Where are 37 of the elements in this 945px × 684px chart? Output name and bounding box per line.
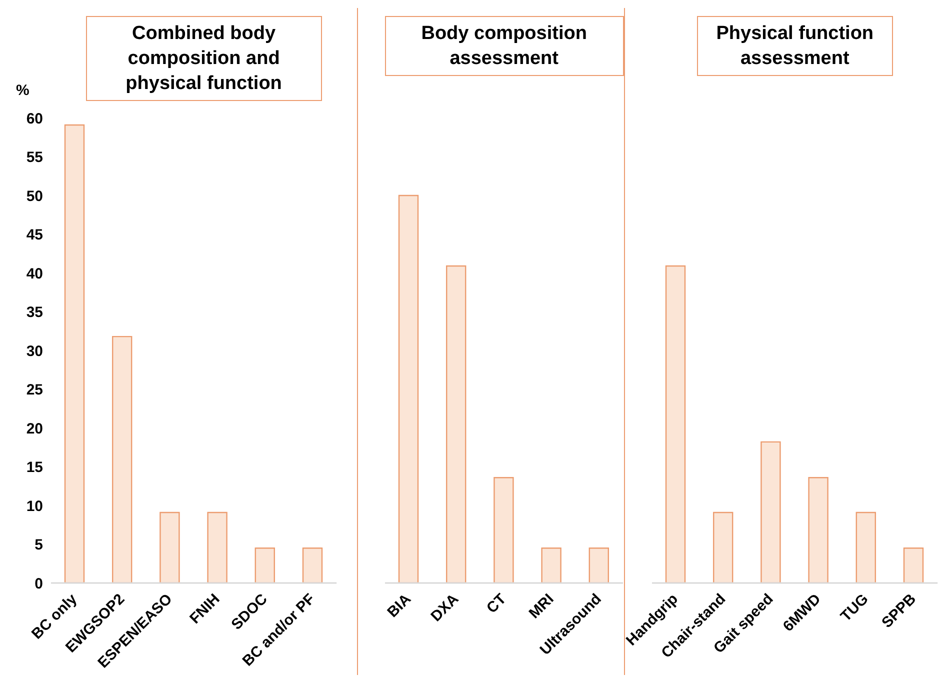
x-tick-label: BIA	[384, 590, 414, 621]
y-axis-title: %	[16, 82, 30, 99]
y-tick-label: 55	[26, 149, 43, 166]
bar	[493, 477, 514, 583]
bar	[902, 548, 924, 583]
y-tick-label: 40	[26, 265, 43, 282]
bar	[398, 194, 418, 583]
y-tick-label: 35	[26, 304, 43, 322]
bar	[64, 124, 85, 583]
y-tick-label: 0	[34, 575, 43, 592]
chart-title: Physical function assessment	[696, 16, 893, 76]
bar	[808, 477, 828, 583]
y-tick-label: 25	[26, 382, 43, 399]
y-tick-label: 20	[26, 420, 43, 438]
chart-title: Body composition assessment	[384, 16, 624, 76]
bar	[540, 548, 561, 583]
x-tick-label: TUG	[837, 590, 872, 626]
bar	[160, 512, 180, 583]
y-tick-label: 15	[26, 459, 43, 476]
y-tick-label: 45	[26, 226, 43, 244]
y-tick-label: 5	[34, 536, 43, 554]
y-tick-label: 30	[26, 342, 43, 360]
bar	[446, 265, 466, 583]
y-tick-label: 60	[26, 110, 43, 128]
y-tick-label: 50	[26, 188, 43, 205]
chart-title: Combined body composition and physical function	[86, 16, 322, 101]
bar	[855, 512, 876, 583]
bar	[254, 548, 275, 583]
bar	[112, 336, 132, 583]
bar	[712, 512, 733, 583]
bar	[207, 512, 228, 583]
bar	[760, 441, 780, 583]
bar	[588, 548, 609, 583]
y-tick-label: 10	[26, 498, 43, 515]
bar	[664, 265, 686, 583]
bar	[302, 548, 323, 583]
x-tick-label: CT	[483, 590, 510, 617]
